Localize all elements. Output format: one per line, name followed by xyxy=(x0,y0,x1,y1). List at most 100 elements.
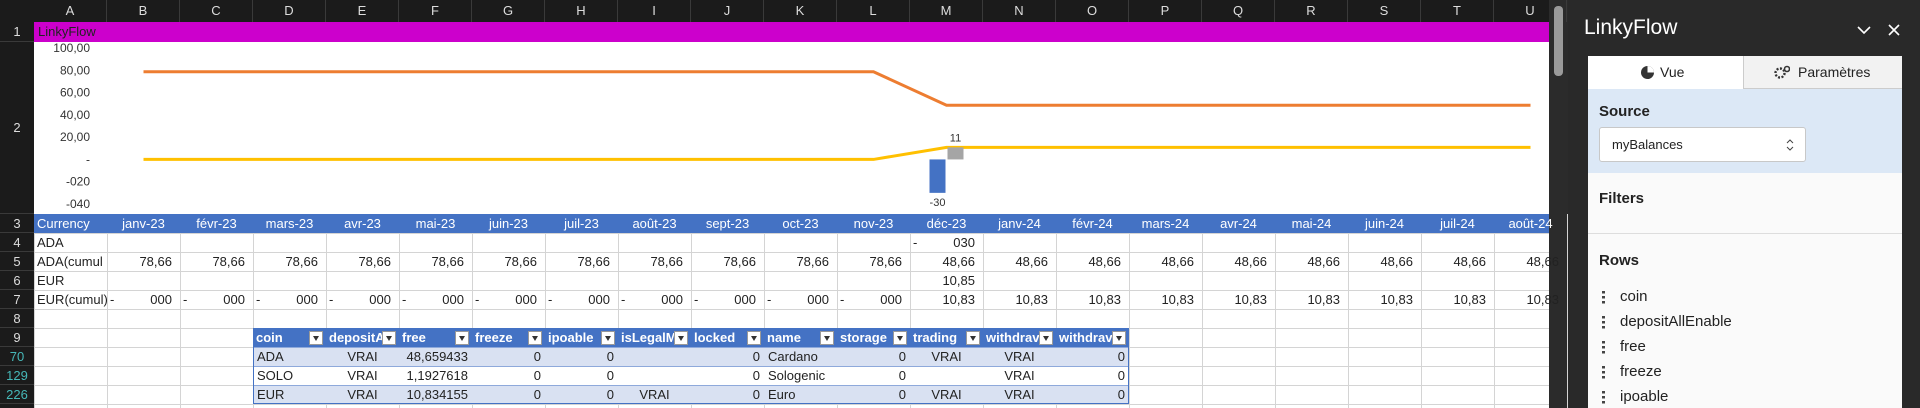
cell-gridline xyxy=(472,214,473,408)
pivot-header: isLegalM xyxy=(621,330,677,345)
cell-sign: - xyxy=(913,235,918,250)
y-tick-label: 20,00 xyxy=(60,130,90,144)
filter-button[interactable] xyxy=(1039,331,1053,345)
pivot-cell: Sologenic xyxy=(768,368,826,383)
filter-arrow xyxy=(313,336,319,341)
pivot-cell: SOLO xyxy=(257,368,294,383)
pivot-cell: VRAI xyxy=(347,387,378,402)
filter-button[interactable] xyxy=(674,331,688,345)
filter-button[interactable] xyxy=(1112,331,1126,345)
pivot-cell: 0 xyxy=(606,349,614,364)
column-header: O xyxy=(1056,0,1129,22)
cell-value: 10,83 xyxy=(942,292,975,307)
row-header-bar xyxy=(0,22,34,408)
cell-gridline xyxy=(34,404,1549,405)
filter-button[interactable] xyxy=(820,331,834,345)
filter-arrow xyxy=(970,336,976,341)
panel-card: Vue Paramètres Source myBalances Filters… xyxy=(1588,56,1902,408)
column-header: C xyxy=(180,0,253,22)
filter-arrow xyxy=(751,336,757,341)
filter-button[interactable] xyxy=(528,331,542,345)
pivot-cell: 0 xyxy=(898,349,906,364)
cell-value: 000 xyxy=(588,292,610,307)
drag-handle[interactable] xyxy=(1602,291,1605,304)
cell-value: 10,83 xyxy=(1234,292,1267,307)
cell-sign: - xyxy=(840,292,845,307)
pivot-cell: VRAI xyxy=(931,387,962,402)
cell-value: 000 xyxy=(223,292,245,307)
drag-handle[interactable] xyxy=(1602,316,1605,329)
cell-value: 10,83 xyxy=(1161,292,1194,307)
data-label: 11 xyxy=(950,132,961,144)
rows-label: Rows xyxy=(1599,252,1640,269)
pie-icon xyxy=(1641,66,1654,79)
pivot-cell: 0 xyxy=(752,368,760,383)
collapse-icon[interactable] xyxy=(1856,22,1872,38)
drag-handle[interactable] xyxy=(1602,341,1605,354)
cell-value: 000 xyxy=(734,292,756,307)
cell-value: 48,66 xyxy=(1307,254,1340,269)
table-header-month: juil-23 xyxy=(564,216,599,231)
pivot-cell: 0 xyxy=(606,368,614,383)
table-header-month: mai-24 xyxy=(1291,216,1332,231)
pivot-header: withdrav xyxy=(986,330,1040,345)
pivot-cell: 0 xyxy=(1117,368,1125,383)
cell-value: 000 xyxy=(369,292,391,307)
pivot-header: coin xyxy=(256,330,283,345)
cell-gridline xyxy=(1056,214,1057,408)
cell-sign: - xyxy=(183,292,188,307)
bar xyxy=(929,159,946,193)
cell-sign: - xyxy=(621,292,626,307)
row-field: coin xyxy=(1620,288,1648,305)
drag-handle[interactable] xyxy=(1602,391,1605,404)
filter-button[interactable] xyxy=(382,331,396,345)
table-header-month: avr-24 xyxy=(1220,216,1257,231)
cell-sign: - xyxy=(402,292,407,307)
drag-handle[interactable] xyxy=(1602,366,1605,379)
table-header-row xyxy=(34,214,1549,233)
tab-parametres[interactable]: Paramètres xyxy=(1743,56,1902,89)
cell-value: 78,66 xyxy=(139,254,172,269)
tab-vue[interactable]: Vue xyxy=(1588,56,1743,89)
filter-arrow xyxy=(459,336,465,341)
cell-value: 78,66 xyxy=(504,254,537,269)
table-header-month: mars-23 xyxy=(265,216,314,231)
cell-sign: - xyxy=(694,292,699,307)
filter-button[interactable] xyxy=(747,331,761,345)
cell-value: 78,66 xyxy=(796,254,829,269)
pivot-header: name xyxy=(767,330,801,345)
filter-button[interactable] xyxy=(966,331,980,345)
source-dropdown[interactable]: myBalances xyxy=(1599,127,1806,162)
cell-gridline xyxy=(1129,214,1130,408)
column-header: H xyxy=(545,0,618,22)
filter-button[interactable] xyxy=(455,331,469,345)
close-icon[interactable] xyxy=(1886,22,1902,38)
cell-value: 48,66 xyxy=(1234,254,1267,269)
table-header-month: août-23 xyxy=(632,216,677,231)
column-header: K xyxy=(764,0,837,22)
table-header-month: oct-23 xyxy=(782,216,819,231)
pivot-header: ipoable xyxy=(548,330,594,345)
cell-value: 48,66 xyxy=(1526,254,1559,269)
cell-gridline xyxy=(837,214,838,408)
pivot-row xyxy=(253,347,1129,366)
dropdown-arrows xyxy=(1786,139,1794,151)
filter-button[interactable] xyxy=(601,331,615,345)
cell-value: 10,85 xyxy=(942,273,975,288)
row-field: free xyxy=(1620,338,1646,355)
row-header: 2 xyxy=(0,42,34,214)
table-header-month: avr-23 xyxy=(344,216,381,231)
cell-gridline xyxy=(1567,214,1568,408)
column-header: D xyxy=(253,0,326,22)
row-header: 226 xyxy=(0,385,34,404)
filter-button[interactable] xyxy=(309,331,323,345)
cell-value: 48,66 xyxy=(1161,254,1194,269)
scroll-thumb[interactable] xyxy=(1554,6,1563,76)
filter-arrow xyxy=(897,336,903,341)
row-header: 5 xyxy=(0,252,34,271)
scrollbar[interactable] xyxy=(1549,0,1568,408)
column-header: N xyxy=(983,0,1056,22)
filter-button[interactable] xyxy=(893,331,907,345)
table-header-month: juin-24 xyxy=(1364,216,1405,231)
pivot-header: storage xyxy=(840,330,887,345)
